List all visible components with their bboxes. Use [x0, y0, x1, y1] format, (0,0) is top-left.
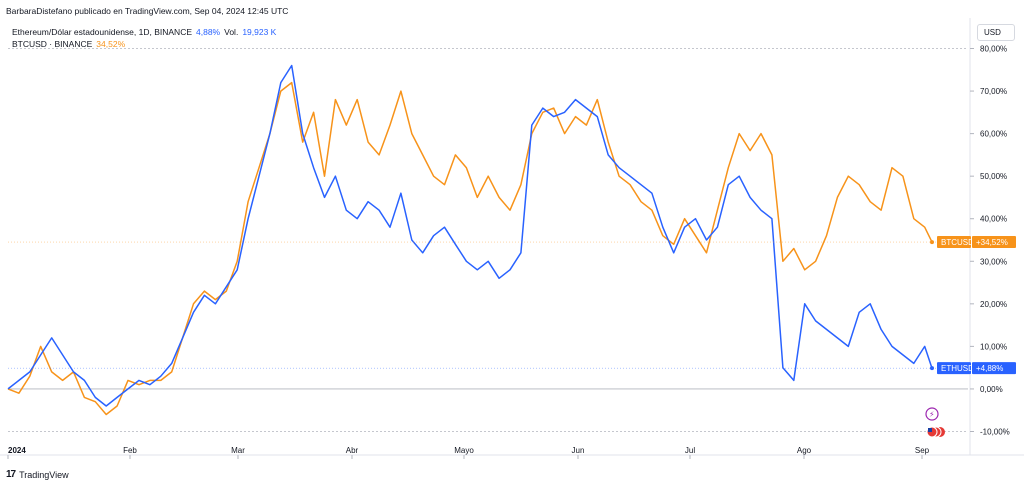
y-tick-label: 0,00% [980, 385, 1003, 394]
y-tick-label: 50,00% [980, 172, 1007, 181]
x-tick-label: Sep [915, 446, 930, 455]
price-tag-ethusd[interactable] [972, 362, 1016, 375]
legend-row-btc[interactable]: BTCUSD · BINANCE 34,52% [12, 38, 280, 50]
x-tick-label: Ago [797, 446, 812, 455]
y-tick-label: -10,00% [980, 427, 1010, 436]
legend: Ethereum/Dólar estadounidense, 1D, BINAN… [12, 26, 280, 50]
lightning-icon[interactable] [925, 407, 939, 421]
legend-row-eth[interactable]: Ethereum/Dólar estadounidense, 1D, BINAN… [12, 26, 280, 38]
us-flag-canton-icon [928, 428, 932, 432]
btc-name: BTCUSD · BINANCE [12, 39, 93, 49]
x-tick-label: Abr [346, 446, 359, 455]
btc-change: 34,52% [96, 39, 126, 49]
lightning-glyph-icon: ⚡ [929, 410, 935, 419]
tradingview-brand[interactable]: TradingView [19, 469, 69, 480]
symbol-tag-label: BTCUSD [941, 238, 974, 247]
eth-volume: 19,923 K [242, 27, 277, 37]
x-tick-label: Feb [123, 446, 137, 455]
tradingview-logo-icon[interactable]: 17 [6, 469, 16, 480]
y-tick-label: 20,00% [980, 300, 1007, 309]
y-tick-label: 80,00% [980, 45, 1007, 54]
eth-change: 4,88% [196, 27, 221, 37]
x-tick-label: 2024 [8, 446, 26, 455]
x-tick-label: Mayo [454, 446, 474, 455]
eth-name: Ethereum/Dólar estadounidense, 1D, BINAN… [12, 27, 193, 37]
y-tick-label: 10,00% [980, 342, 1007, 351]
price-tag-btcusd[interactable] [972, 236, 1016, 249]
x-tick-label: Jun [572, 446, 585, 455]
price-tag-label: +4,88% [976, 364, 1003, 373]
symbol-tag-btcusd[interactable] [937, 236, 971, 249]
symbol-tag-ethusd[interactable] [937, 362, 971, 375]
symbol-tag-label: ETHUSD [941, 364, 974, 373]
price-tag-label: +34,52% [976, 238, 1008, 247]
y-tick-label: 30,00% [980, 257, 1007, 266]
x-tick-label: Mar [231, 446, 245, 455]
y-tick-label: 60,00% [980, 130, 1007, 139]
publisher-header: BarbaraDistefano publicado en TradingVie… [6, 6, 289, 16]
series-line-ethusd[interactable] [7, 64, 933, 407]
currency-button[interactable]: USD [977, 24, 1015, 41]
x-tick-label: Jul [685, 446, 695, 455]
eth-volume-label: Vol. [224, 27, 239, 37]
y-tick-label: 70,00% [980, 87, 1007, 96]
y-tick-label: 40,00% [980, 215, 1007, 224]
footer: 17 TradingView [6, 469, 69, 480]
series-line-btcusd[interactable] [7, 81, 933, 416]
